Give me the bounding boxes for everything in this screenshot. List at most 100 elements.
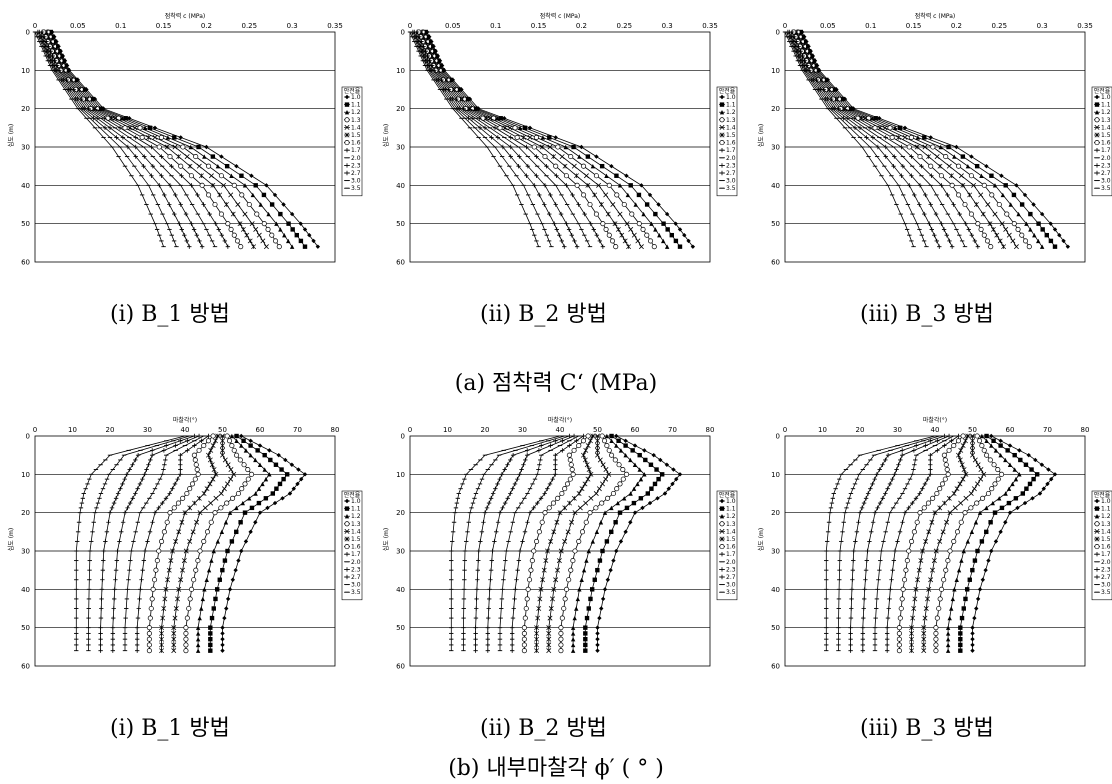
point-marker [490,548,495,554]
point-marker [167,491,172,496]
point-marker [206,192,212,198]
point-marker [1006,232,1012,238]
point-marker [945,625,951,630]
point-marker [910,615,916,621]
point-marker [199,438,204,443]
point-marker [209,558,214,563]
point-marker [860,631,866,636]
point-marker [208,648,213,653]
point-marker [171,505,177,511]
point-marker [603,476,609,482]
point-marker [547,144,553,150]
point-marker [166,567,172,573]
point-marker [868,486,873,491]
point-marker [860,648,866,653]
legend-entry: 1.2 [351,109,361,116]
point-marker [159,648,165,654]
point-marker [287,491,293,496]
point-marker [485,625,491,630]
point-marker [958,447,964,453]
point-marker [192,500,197,506]
point-marker [921,648,927,654]
legend-entry: 1.7 [351,551,361,558]
point-marker [195,642,201,648]
point-marker [595,433,600,439]
point-marker [546,505,552,511]
point-marker [525,586,531,592]
point-marker [957,457,963,463]
point-marker [423,29,428,35]
row-caption: (a) 점착력 C‘ (MPa) [454,371,658,396]
legend-entry: 1.7 [1101,147,1111,154]
legend-entry: 2.7 [1101,170,1111,177]
point-marker [498,116,503,121]
point-marker [239,548,244,554]
point-marker [677,244,683,249]
point-marker [719,514,725,519]
series-line [461,435,567,652]
point-marker [863,567,869,573]
point-marker [438,63,443,68]
legend-entry: 1.6 [351,544,361,551]
point-marker [302,472,308,477]
series-line [860,433,952,653]
point-marker [998,443,1003,448]
point-marker [282,232,287,238]
point-marker [1034,472,1040,477]
point-marker [477,125,483,131]
point-marker [272,238,279,244]
point-marker [984,163,989,169]
point-marker [490,491,496,496]
point-marker [555,144,561,150]
point-marker [1094,170,1100,176]
point-marker [677,227,683,232]
point-marker [992,481,998,487]
point-marker [962,201,968,208]
point-marker [175,500,181,506]
point-marker [220,567,225,573]
point-marker [640,505,645,511]
point-marker [220,438,225,444]
point-marker [1032,232,1037,238]
point-marker [630,448,635,453]
point-marker [815,68,821,73]
point-marker [231,182,237,188]
chart-panel-b-iii: 마찰각(°) 0 10 20 30 40 50 60 0 10 20 30 40 50 60 70 80 심도 (… [750,414,1112,684]
point-marker [981,232,987,238]
point-marker [960,476,966,482]
point-marker [99,596,104,602]
point-marker [185,448,190,453]
x-tick-label: 80 [331,426,340,434]
point-marker [581,163,587,169]
point-marker [258,202,263,207]
point-marker [592,192,598,198]
point-marker [235,202,241,207]
point-marker [239,443,244,448]
point-marker [1031,476,1036,482]
series-line [909,433,971,654]
point-marker [567,500,572,506]
point-marker [223,202,229,207]
point-marker [482,125,488,131]
point-marker [599,433,605,439]
point-marker [489,558,494,563]
point-marker [159,636,165,642]
point-marker [609,238,616,244]
point-marker [945,631,951,636]
point-marker [594,154,599,159]
point-marker [939,481,946,487]
point-marker [1052,227,1058,232]
point-marker [239,192,245,198]
point-marker [943,567,949,573]
point-marker [617,211,623,217]
point-marker [896,462,901,467]
point-marker [57,48,62,54]
point-marker [149,173,154,178]
point-marker [993,539,999,544]
point-marker [614,433,619,439]
point-marker [909,636,915,642]
point-marker [978,226,984,232]
point-marker [1005,448,1010,453]
point-marker [536,448,542,453]
point-marker [977,587,983,592]
